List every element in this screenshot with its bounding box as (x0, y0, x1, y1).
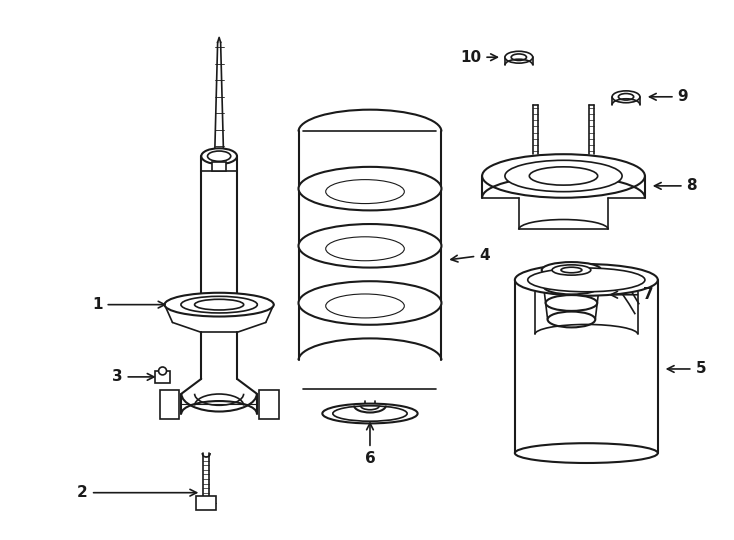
Ellipse shape (545, 295, 597, 311)
Ellipse shape (612, 91, 640, 103)
Text: 1: 1 (92, 297, 165, 312)
Text: 7: 7 (611, 287, 653, 302)
Ellipse shape (552, 265, 591, 275)
Ellipse shape (181, 296, 258, 313)
Ellipse shape (322, 403, 418, 423)
Ellipse shape (299, 167, 441, 211)
Ellipse shape (164, 293, 274, 316)
Ellipse shape (299, 281, 441, 325)
Text: 4: 4 (451, 248, 490, 262)
Text: 10: 10 (460, 50, 498, 65)
FancyBboxPatch shape (159, 390, 179, 420)
Ellipse shape (528, 268, 645, 292)
Text: 8: 8 (655, 178, 697, 193)
Text: 5: 5 (667, 361, 706, 376)
Ellipse shape (505, 51, 533, 63)
Ellipse shape (201, 148, 237, 164)
Ellipse shape (542, 262, 601, 278)
Ellipse shape (326, 237, 404, 261)
Ellipse shape (159, 367, 167, 375)
Ellipse shape (326, 294, 404, 318)
Ellipse shape (515, 264, 658, 296)
Ellipse shape (505, 160, 622, 192)
Ellipse shape (299, 224, 441, 268)
Text: 3: 3 (112, 369, 154, 384)
Text: 2: 2 (77, 485, 197, 500)
FancyBboxPatch shape (259, 390, 279, 420)
Ellipse shape (201, 303, 237, 315)
Ellipse shape (333, 406, 407, 421)
Ellipse shape (544, 279, 599, 294)
Ellipse shape (515, 443, 658, 463)
Ellipse shape (326, 180, 404, 204)
Ellipse shape (482, 154, 645, 198)
FancyBboxPatch shape (196, 496, 216, 510)
FancyBboxPatch shape (212, 162, 226, 171)
Ellipse shape (548, 312, 595, 327)
Text: 6: 6 (365, 423, 375, 466)
FancyBboxPatch shape (155, 371, 170, 383)
Text: 9: 9 (650, 89, 688, 104)
